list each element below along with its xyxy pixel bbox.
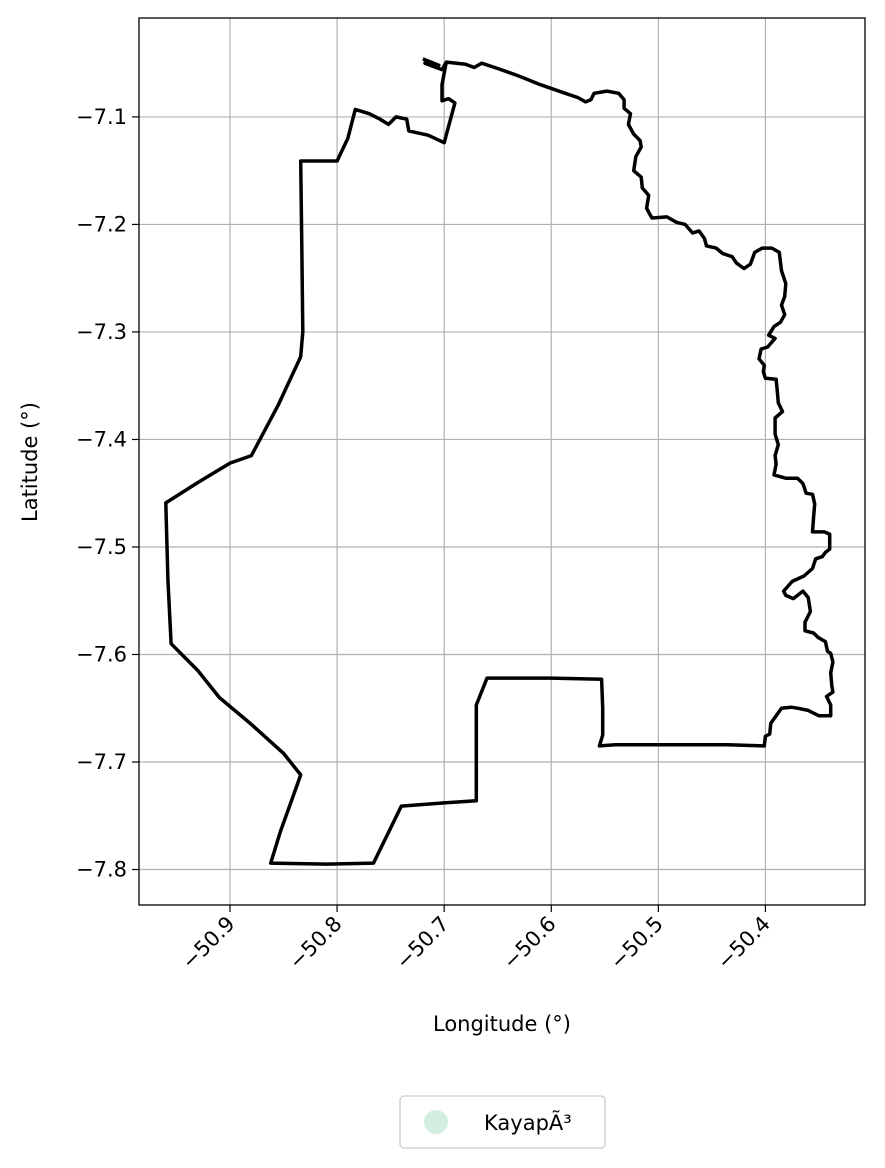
y-tick-label: −7.5 bbox=[76, 535, 127, 559]
x-tick-label: −50.5 bbox=[605, 912, 667, 974]
x-tick-label: −50.9 bbox=[177, 912, 239, 974]
territory-boundary bbox=[164, 57, 835, 866]
legend-marker-icon bbox=[424, 1110, 448, 1134]
y-axis-label: Latitude (°) bbox=[18, 402, 42, 522]
x-tick-label: −50.4 bbox=[712, 912, 774, 974]
x-tick-label: −50.7 bbox=[391, 912, 453, 974]
y-tick-label: −7.3 bbox=[76, 320, 127, 344]
y-tick-label: −7.4 bbox=[76, 427, 127, 451]
y-tick-label: −7.7 bbox=[76, 750, 127, 774]
legend-label: KayapÃ³ bbox=[484, 1109, 572, 1135]
y-tick-label: −7.8 bbox=[76, 858, 127, 882]
plot-frame bbox=[138, 17, 866, 906]
y-tick-label: −7.1 bbox=[76, 105, 127, 129]
x-axis-ticks: −50.9 −50.8 −50.7 −50.6 −50.5 −50.4 bbox=[177, 905, 775, 974]
y-tick-label: −7.2 bbox=[76, 212, 127, 236]
legend-box bbox=[399, 1095, 606, 1149]
grid bbox=[139, 18, 865, 905]
legend: KayapÃ³ bbox=[399, 1095, 606, 1149]
x-tick-label: −50.8 bbox=[284, 912, 346, 974]
y-tick-label: −7.6 bbox=[76, 642, 127, 666]
x-axis-label: Longitude (°) bbox=[433, 1012, 571, 1036]
x-tick-label: −50.6 bbox=[498, 912, 560, 974]
y-axis-ticks: −7.1 −7.2 −7.3 −7.4 −7.5 −7.6 −7.7 −7.8 bbox=[76, 105, 139, 882]
